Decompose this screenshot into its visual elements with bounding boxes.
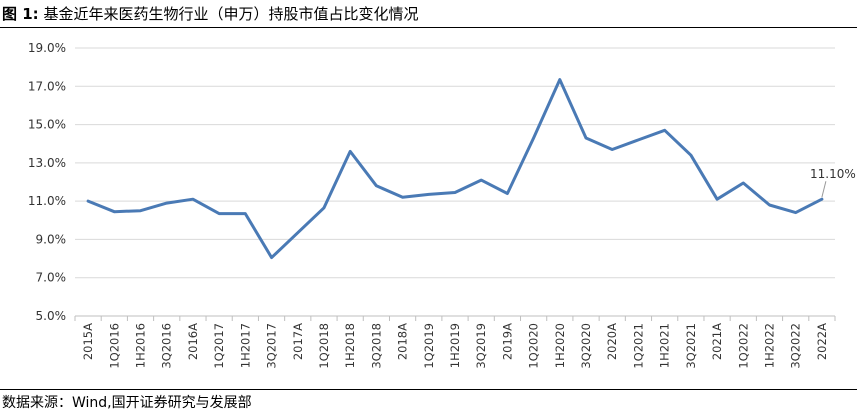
line-chart: 5.0% 7.0% 9.0% 11.0% 13.0% 15.0% 17.0% 19.0% 201…	[28, 41, 856, 369]
x-tick-label: 3Q2021	[684, 323, 698, 369]
x-tick-label: 1H2017	[238, 323, 252, 368]
y-tick-label: 17.0%	[28, 79, 66, 93]
data-label: 11.10%	[810, 167, 856, 181]
x-tick-label: 1Q2019	[422, 323, 436, 369]
x-tick-label: 3Q2019	[474, 323, 488, 369]
x-tick-label: 1H2021	[658, 323, 672, 368]
x-tick-label: 1H2016	[134, 323, 148, 368]
x-tick-label: 1Q2020	[527, 323, 541, 369]
x-tick-label: 1H2020	[553, 323, 567, 368]
top-rule	[0, 27, 857, 28]
x-tick-label: 1H2018	[343, 323, 357, 368]
y-tick-label: 19.0%	[28, 41, 66, 55]
data-label-leader	[821, 181, 827, 198]
figure-label: 图 1:	[2, 5, 39, 23]
x-tick-label: 3Q2022	[789, 323, 803, 369]
y-tick-label: 5.0%	[36, 309, 67, 323]
y-tick-label: 9.0%	[36, 232, 67, 246]
figure-title: 图 1: 基金近年来医药生物行业（申万）持股市值占比变化情况	[2, 4, 418, 24]
x-tick-label: 1H2022	[762, 323, 776, 368]
series-line	[86, 78, 824, 260]
y-tick-label: 15.0%	[28, 118, 66, 132]
x-tick-label: 2022A	[815, 323, 829, 360]
x-tick-label: 1Q2021	[631, 323, 645, 369]
x-tick-label: 3Q2017	[265, 323, 279, 369]
y-tick-label: 13.0%	[28, 156, 66, 170]
x-tick-label: 3Q2018	[369, 323, 383, 369]
x-tick-label: 3Q2016	[160, 323, 174, 369]
x-tick-label: 2021A	[710, 323, 724, 360]
x-tick-label: 3Q2020	[579, 323, 593, 369]
x-tick-label: 2015A	[81, 323, 95, 360]
x-tick-label: 1Q2018	[317, 323, 331, 369]
y-tick-label: 11.0%	[28, 194, 66, 208]
x-tick-label: 1Q2022	[736, 323, 750, 369]
y-tick-label: 7.0%	[36, 271, 67, 285]
x-tick-label: 1Q2016	[107, 323, 121, 369]
x-tick-label: 1Q2017	[212, 323, 226, 369]
x-tick-label: 2019A	[500, 323, 514, 360]
figure-title-text: 基金近年来医药生物行业（申万）持股市值占比变化情况	[43, 5, 419, 23]
source-note: 数据来源：Wind,国开证券研究与发展部	[2, 395, 252, 411]
bottom-rule	[0, 389, 857, 390]
x-tick-label: 2016A	[186, 323, 200, 360]
x-tick-label: 1H2019	[448, 323, 462, 368]
x-tick-label: 2018A	[396, 323, 410, 360]
x-tick-label: 2020A	[605, 323, 619, 360]
x-tick-label: 2017A	[291, 323, 305, 360]
